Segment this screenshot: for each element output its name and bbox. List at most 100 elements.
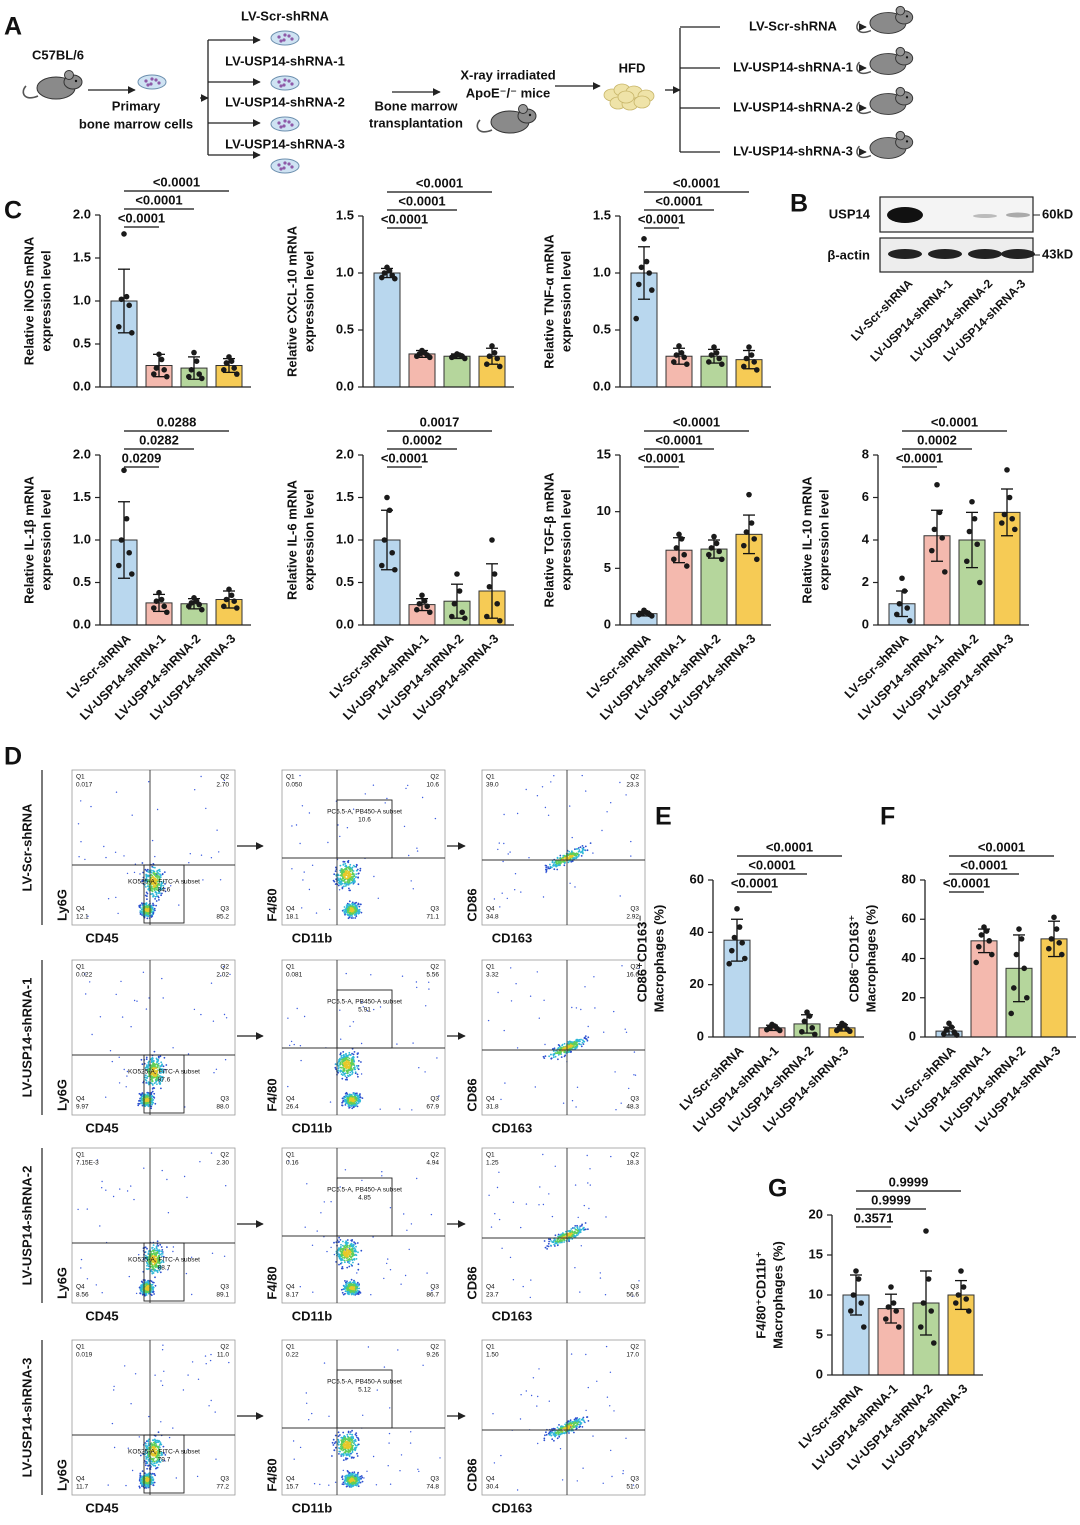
event-dot	[141, 879, 144, 882]
event-dot	[499, 906, 501, 908]
event-dot	[570, 860, 573, 863]
event-dot	[346, 1259, 348, 1262]
event-dot	[152, 871, 155, 874]
event-dot	[342, 876, 344, 878]
event-dot	[350, 1256, 353, 1259]
event-dot	[333, 873, 336, 876]
event-dot	[571, 860, 574, 863]
event-dot	[159, 1070, 161, 1072]
event-dot	[339, 869, 342, 872]
event-dot	[162, 1445, 165, 1448]
event-dot	[343, 911, 346, 913]
event-dot	[148, 915, 150, 917]
event-dot	[339, 1009, 341, 1011]
event-dot	[610, 1155, 612, 1158]
event-dot	[161, 873, 164, 875]
event-dot	[571, 854, 574, 857]
cell-dot	[287, 162, 291, 166]
mouse-tail	[22, 85, 39, 99]
event-dot	[86, 1208, 89, 1210]
event-dot	[344, 1169, 347, 1171]
event-dot	[351, 1264, 353, 1267]
event-dot	[493, 898, 496, 900]
event-dot	[145, 1445, 147, 1448]
event-dot	[584, 1222, 587, 1224]
event-dot	[151, 1083, 154, 1086]
event-dot	[344, 1252, 347, 1255]
event-dot	[147, 880, 150, 883]
event-dot	[412, 888, 414, 890]
event-dot	[550, 1053, 552, 1056]
event-dot	[320, 1212, 322, 1214]
blot-size: 60kD	[1042, 206, 1073, 221]
event-dot	[139, 1472, 142, 1475]
event-dot	[147, 1068, 150, 1071]
event-dot	[562, 1232, 564, 1234]
event-dot	[153, 1082, 156, 1085]
event-dot	[358, 905, 361, 908]
event-dot	[345, 864, 347, 867]
event-dot	[357, 1075, 359, 1078]
event-dot	[158, 1249, 161, 1251]
quadrant-name: Q1	[76, 1152, 85, 1159]
event-dot	[342, 1249, 344, 1252]
gate-label: PC5.5-A, PB450-A subset	[327, 1187, 402, 1194]
blot-band	[888, 249, 922, 259]
blot-band	[887, 207, 923, 223]
event-dot	[142, 971, 145, 973]
blot-band	[1001, 249, 1035, 259]
event-dot	[539, 1186, 541, 1188]
event-dot	[329, 908, 331, 911]
event-dot	[341, 1097, 344, 1100]
event-dot	[560, 1233, 563, 1236]
event-dot	[571, 1235, 574, 1238]
event-dot	[354, 1242, 357, 1245]
plot-frame	[71, 1147, 236, 1304]
quadrant-name: Q2	[430, 964, 439, 971]
cell-dot	[146, 83, 150, 87]
event-dot	[147, 905, 150, 908]
mouse-icon	[856, 46, 914, 75]
event-dot	[354, 1071, 357, 1073]
event-dot	[399, 1108, 401, 1110]
event-dot	[164, 890, 167, 893]
event-dot	[355, 901, 358, 904]
cell-dot	[279, 39, 283, 43]
event-dot	[355, 1258, 358, 1260]
event-dot	[152, 894, 155, 896]
event-dot	[147, 911, 150, 914]
event-dot	[337, 884, 340, 887]
event-dot	[202, 879, 204, 881]
event-dot	[348, 1258, 351, 1261]
event-dot	[345, 972, 347, 975]
event-dot	[570, 1228, 573, 1230]
event-dot	[357, 876, 359, 879]
event-dot	[536, 795, 539, 797]
event-dot	[343, 1245, 346, 1248]
event-dot	[125, 1086, 127, 1088]
event-dot	[150, 874, 153, 876]
event-dot	[99, 1016, 102, 1018]
event-dot	[370, 1294, 372, 1296]
event-dot	[563, 1239, 566, 1242]
event-dot	[548, 1055, 550, 1058]
event-dot	[339, 1052, 342, 1055]
event-dot	[621, 965, 623, 967]
event-dot	[165, 1064, 168, 1066]
event-dot	[352, 1258, 355, 1261]
event-dot	[337, 879, 340, 882]
event-dot	[408, 1248, 410, 1251]
event-dot	[356, 1291, 358, 1294]
event-dot	[497, 991, 499, 994]
event-dot	[357, 1251, 359, 1254]
event-dot	[145, 1102, 148, 1104]
quadrant-name: Q4	[76, 1096, 85, 1103]
cell-dot	[287, 120, 291, 124]
blot-size: 43kD	[1042, 246, 1073, 261]
event-dot	[344, 873, 347, 876]
event-dot	[137, 1104, 140, 1107]
event-dot	[355, 911, 358, 914]
event-dot	[352, 1053, 355, 1056]
event-dot	[152, 1073, 155, 1075]
quadrant-value: 7.15E-3	[76, 1160, 99, 1167]
